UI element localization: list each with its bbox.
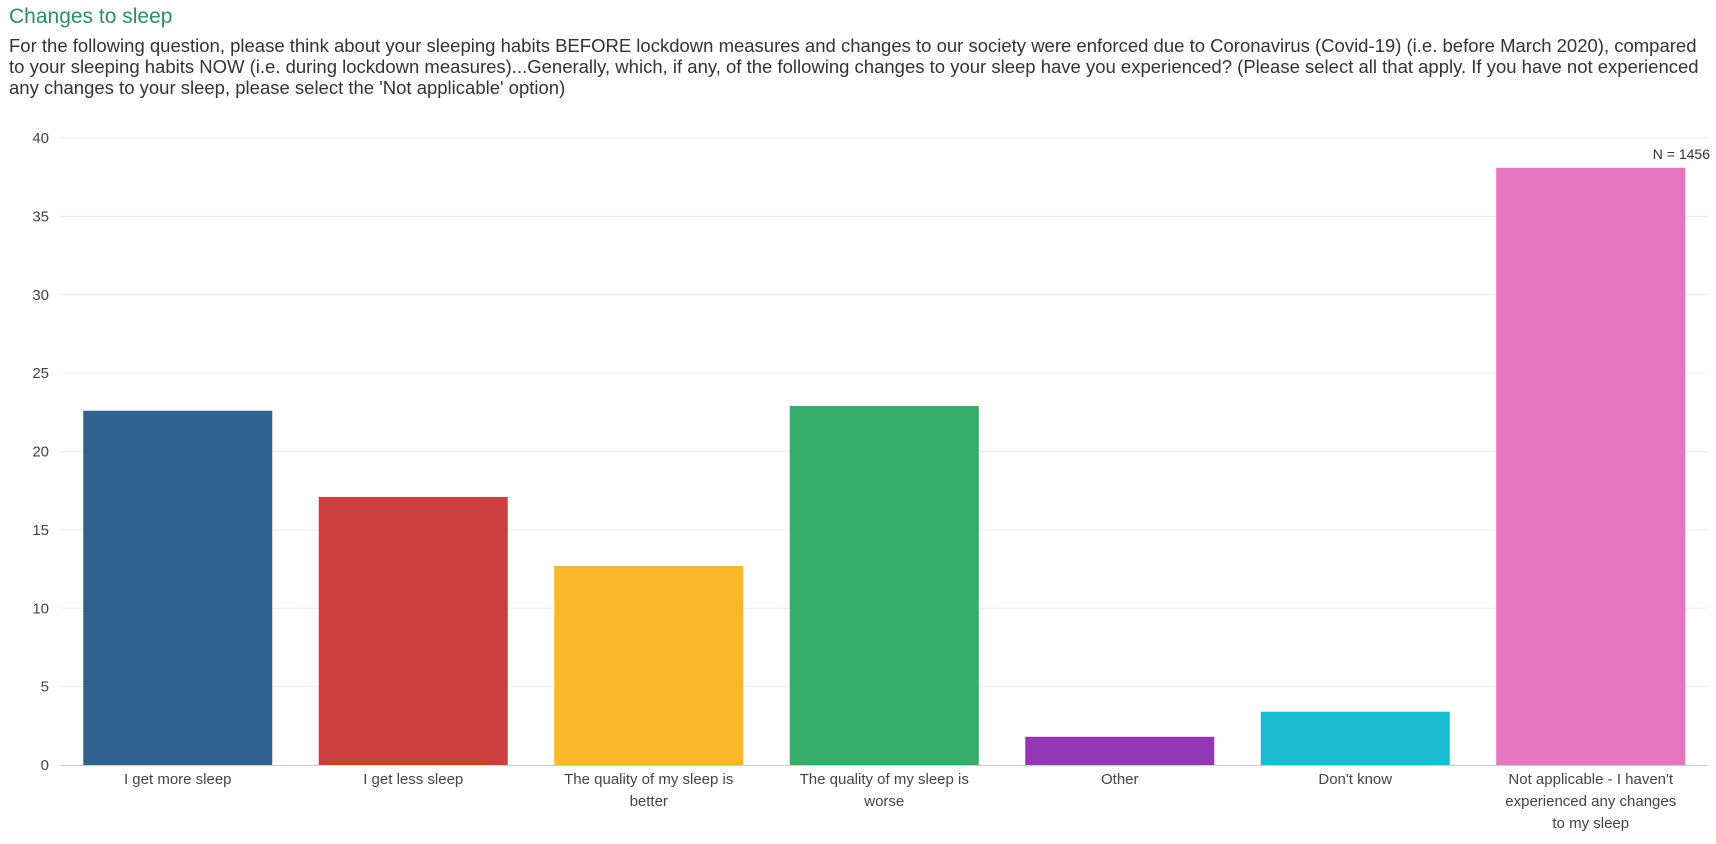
y-tick-label: 20: [32, 444, 49, 461]
x-tick-label: Don't know: [1318, 771, 1392, 788]
x-tick-label: I get less sleep: [363, 771, 463, 788]
bar: [1025, 736, 1215, 765]
bar: [1260, 711, 1450, 765]
chart-title: Changes to sleep: [9, 5, 173, 28]
y-tick-label: 35: [32, 208, 49, 225]
x-tick-label: The quality of my sleep is better: [564, 771, 733, 810]
y-axis-ticks: 0 5 10 15 20 25 30 35 40: [32, 130, 49, 774]
y-tick-label: 10: [32, 600, 49, 617]
x-axis-labels: I get more sleep I get less sleep The qual…: [124, 771, 1676, 832]
y-tick-label: 5: [41, 679, 49, 696]
sample-size-annotation: N = 1456: [1653, 146, 1710, 162]
x-tick-label: I get more sleep: [124, 771, 232, 788]
x-tick-label: The quality of my sleep is worse: [800, 771, 969, 810]
bar: [1496, 167, 1686, 766]
bar: [83, 410, 273, 765]
bar: [554, 565, 744, 765]
question-text: For the following question, please think…: [9, 35, 1699, 98]
bars: [83, 167, 1686, 766]
y-tick-label: 40: [32, 130, 49, 147]
y-tick-label: 25: [32, 365, 49, 382]
bar: [789, 406, 979, 765]
x-tick-label: Not applicable - I haven't experienced an…: [1505, 771, 1676, 832]
y-tick-label: 15: [32, 522, 49, 539]
y-tick-label: 30: [32, 287, 49, 304]
y-tick-label: 0: [41, 757, 49, 774]
bar: [318, 496, 508, 765]
x-tick-label: Other: [1101, 771, 1139, 788]
